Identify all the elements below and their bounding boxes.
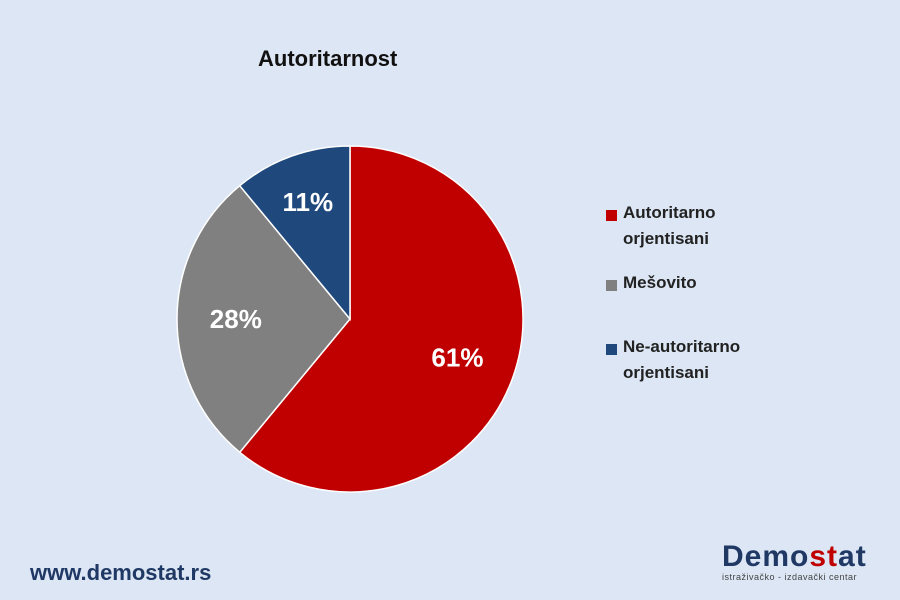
legend-label-autoritarno-line1: Autoritarno	[623, 203, 716, 222]
pie-slice-0	[238, 145, 524, 493]
legend-swatch-ne-autoritarno	[606, 344, 617, 355]
legend-label-ne-autoritarno-line2: orjentisani	[623, 363, 709, 382]
legend-item-mesovito: Mešovito	[606, 273, 793, 296]
pie-slice-label-2: 11%	[283, 187, 334, 217]
legend-label-ne-autoritarno-line1: Ne-autoritarno	[623, 337, 741, 356]
legend-swatch-autoritarno	[606, 210, 617, 221]
legend-swatch-mesovito	[606, 280, 617, 291]
demostat-logo: Demostat istraživačko - izdavački centar	[722, 540, 872, 583]
logo-tagline: istraživačko - izdavački centar	[722, 572, 858, 582]
logo-text-part3: at	[838, 540, 867, 573]
chart-title: Autoritarnost	[258, 46, 398, 71]
pie-slice-1	[176, 184, 351, 454]
legend-label-mesovito: Mešovito	[623, 273, 697, 292]
legend-item-autoritarno: Autoritarno orjentisani	[606, 203, 793, 252]
legend-label-autoritarno-line2: orjentisani	[623, 229, 709, 248]
logo-text-part1: Demo	[722, 540, 810, 573]
pie-slice-label-1: 28%	[210, 304, 262, 334]
website-url: www.demostat.rs	[30, 560, 212, 585]
legend-item-ne-autoritarno: Ne-autoritarno orjentisani	[606, 337, 793, 386]
pie-slice-2	[238, 145, 351, 322]
logo-text-part2: st	[809, 540, 839, 573]
pie-slice-label-0: 61%	[431, 343, 483, 373]
